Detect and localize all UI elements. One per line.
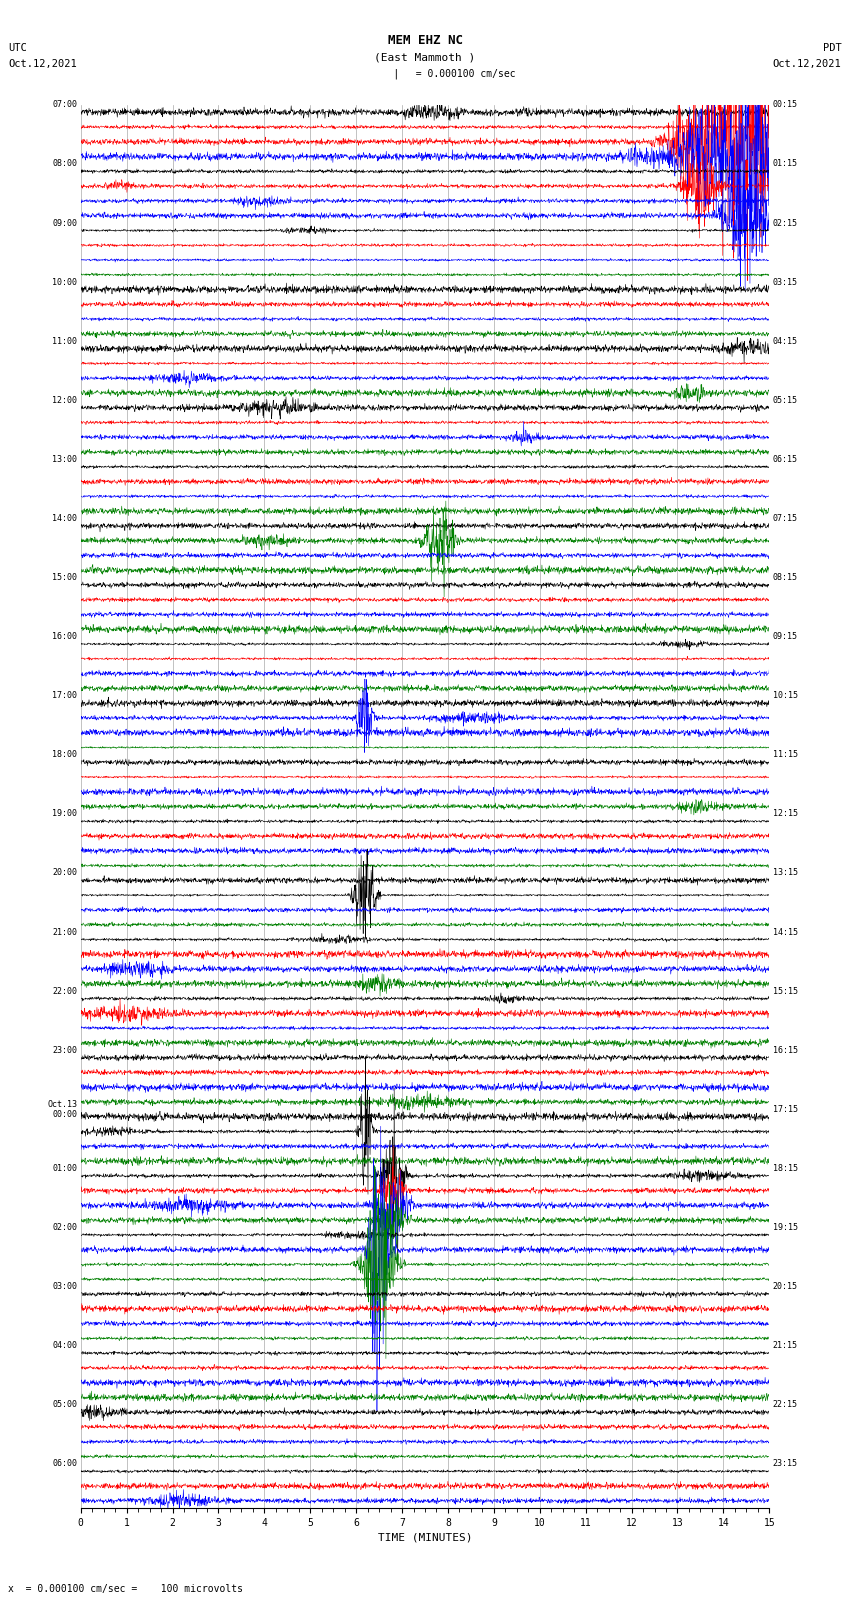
Text: 03:00: 03:00 (53, 1282, 77, 1290)
Text: Oct.13
00:00: Oct.13 00:00 (48, 1100, 77, 1119)
Text: 06:15: 06:15 (773, 455, 797, 465)
Text: 21:15: 21:15 (773, 1340, 797, 1350)
Text: = 0.000100 cm/sec: = 0.000100 cm/sec (404, 69, 515, 79)
Text: 20:00: 20:00 (53, 868, 77, 877)
Text: 03:15: 03:15 (773, 277, 797, 287)
Text: MEM EHZ NC: MEM EHZ NC (388, 34, 462, 47)
Text: 04:00: 04:00 (53, 1340, 77, 1350)
Text: |: | (392, 68, 399, 79)
Text: 12:15: 12:15 (773, 810, 797, 818)
Text: Oct.12,2021: Oct.12,2021 (8, 60, 77, 69)
Text: 07:00: 07:00 (53, 100, 77, 110)
Text: 04:15: 04:15 (773, 337, 797, 345)
Text: 15:15: 15:15 (773, 987, 797, 995)
Text: 19:00: 19:00 (53, 810, 77, 818)
Text: 08:15: 08:15 (773, 573, 797, 582)
Text: 09:15: 09:15 (773, 632, 797, 640)
Text: 15:00: 15:00 (53, 573, 77, 582)
Text: (East Mammoth ): (East Mammoth ) (374, 53, 476, 63)
Text: 20:15: 20:15 (773, 1282, 797, 1290)
Text: 16:15: 16:15 (773, 1045, 797, 1055)
Text: 08:00: 08:00 (53, 160, 77, 168)
Text: PDT: PDT (823, 44, 842, 53)
Text: 05:00: 05:00 (53, 1400, 77, 1410)
Text: 10:15: 10:15 (773, 692, 797, 700)
Text: 12:00: 12:00 (53, 395, 77, 405)
Text: 19:15: 19:15 (773, 1223, 797, 1232)
Text: 17:15: 17:15 (773, 1105, 797, 1115)
Text: 07:15: 07:15 (773, 515, 797, 523)
Text: 23:15: 23:15 (773, 1460, 797, 1468)
Text: 18:15: 18:15 (773, 1165, 797, 1173)
Text: 13:15: 13:15 (773, 868, 797, 877)
Text: 00:15: 00:15 (773, 100, 797, 110)
Text: 14:15: 14:15 (773, 927, 797, 937)
Text: x  = 0.000100 cm/sec =    100 microvolts: x = 0.000100 cm/sec = 100 microvolts (8, 1584, 243, 1594)
Text: 11:00: 11:00 (53, 337, 77, 345)
Text: 01:15: 01:15 (773, 160, 797, 168)
Text: 01:00: 01:00 (53, 1165, 77, 1173)
Text: 02:15: 02:15 (773, 218, 797, 227)
Text: Oct.12,2021: Oct.12,2021 (773, 60, 842, 69)
X-axis label: TIME (MINUTES): TIME (MINUTES) (377, 1532, 473, 1542)
Text: UTC: UTC (8, 44, 27, 53)
Text: 06:00: 06:00 (53, 1460, 77, 1468)
Text: 09:00: 09:00 (53, 218, 77, 227)
Text: 13:00: 13:00 (53, 455, 77, 465)
Text: 21:00: 21:00 (53, 927, 77, 937)
Text: 23:00: 23:00 (53, 1045, 77, 1055)
Text: 11:15: 11:15 (773, 750, 797, 760)
Text: 02:00: 02:00 (53, 1223, 77, 1232)
Text: 22:15: 22:15 (773, 1400, 797, 1410)
Text: 22:00: 22:00 (53, 987, 77, 995)
Text: 17:00: 17:00 (53, 692, 77, 700)
Text: 16:00: 16:00 (53, 632, 77, 640)
Text: 10:00: 10:00 (53, 277, 77, 287)
Text: 18:00: 18:00 (53, 750, 77, 760)
Text: 05:15: 05:15 (773, 395, 797, 405)
Text: 14:00: 14:00 (53, 515, 77, 523)
